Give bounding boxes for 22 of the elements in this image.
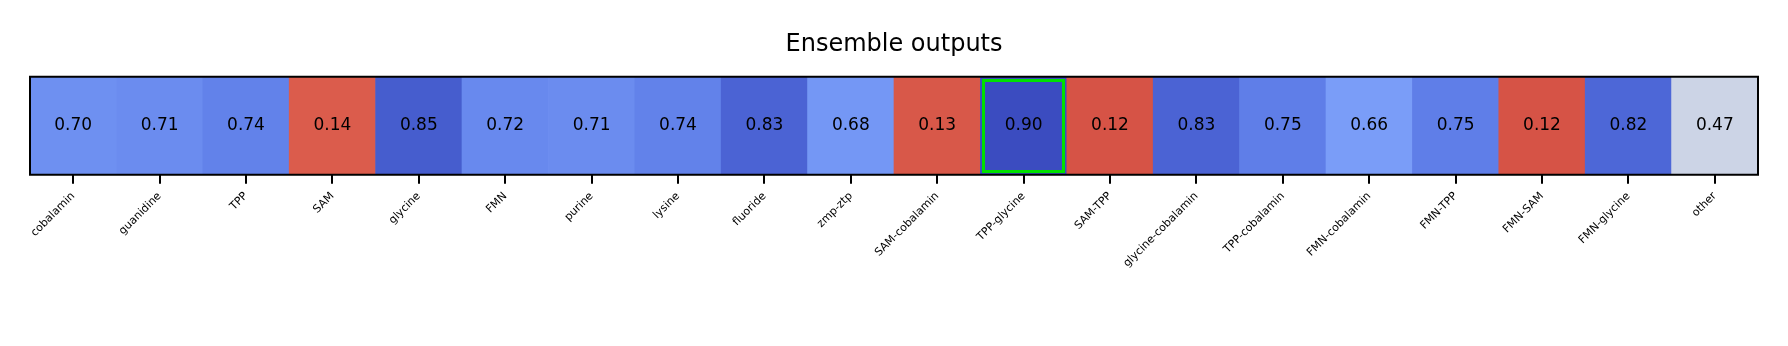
x-tick-label: TPP: [226, 189, 251, 214]
data-label: 0.75: [1263, 114, 1302, 135]
data-label: 0.14: [313, 114, 352, 135]
data-label: 0.47: [1695, 114, 1734, 135]
data-label: 0.13: [918, 114, 957, 135]
data-label: 0.72: [486, 114, 525, 135]
data-label: 0.75: [1436, 114, 1475, 135]
data-label: 0.74: [659, 114, 697, 135]
data-label: 0.83: [1177, 114, 1216, 135]
data-label: 0.71: [140, 114, 179, 135]
data-label: 0.83: [745, 114, 784, 135]
data-label: 0.70: [54, 114, 93, 135]
data-label: 0.66: [1350, 114, 1389, 135]
data-label: 0.12: [1091, 114, 1129, 135]
data-label: 0.68: [831, 114, 870, 135]
data-label: 0.74: [227, 114, 265, 135]
data-label: 0.12: [1523, 114, 1561, 135]
data-label: 0.90: [1004, 114, 1043, 135]
data-label: 0.85: [399, 114, 438, 135]
data-label: 0.82: [1609, 114, 1648, 135]
chart-title: Ensemble outputs: [785, 28, 1003, 57]
data-label: 0.71: [572, 114, 611, 135]
